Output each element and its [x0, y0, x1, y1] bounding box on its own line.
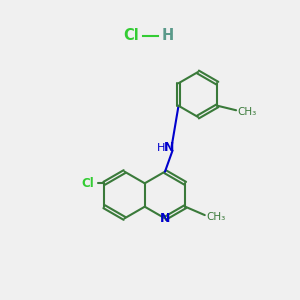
Text: H: H [162, 28, 174, 44]
Text: N: N [160, 212, 170, 225]
Text: N: N [164, 141, 175, 154]
Text: Cl: Cl [81, 177, 94, 190]
Text: CH₃: CH₃ [238, 107, 257, 117]
Text: Cl: Cl [124, 28, 140, 44]
Text: H: H [157, 142, 166, 153]
Text: CH₃: CH₃ [206, 212, 226, 222]
